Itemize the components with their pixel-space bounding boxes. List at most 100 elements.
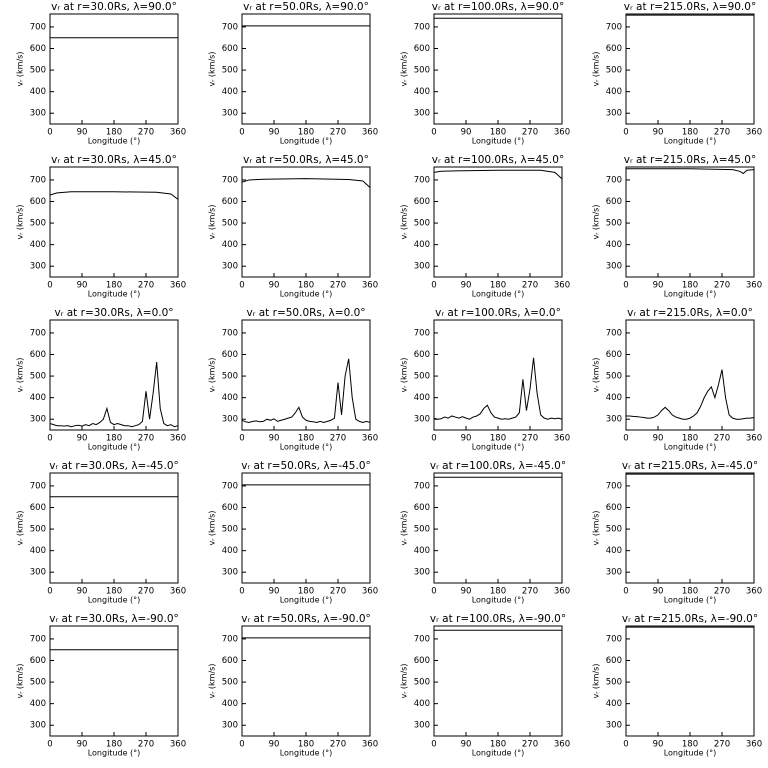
- y-tick-label: 400: [606, 240, 622, 250]
- plot-frame: [241, 625, 371, 737]
- x-tick-label: 360: [746, 281, 762, 291]
- panel: vᵣ at r=100.0Rs, λ=45.0° 0 90 180 270 360 300 4…: [400, 154, 571, 299]
- x-tick-label: 360: [170, 281, 186, 291]
- y-tick-label: 400: [30, 87, 46, 97]
- y-tick-label: 600: [414, 656, 430, 666]
- y-tick-label: 300: [30, 109, 46, 119]
- y-tick-label: 300: [414, 568, 430, 578]
- y-tick-label: 400: [222, 699, 238, 709]
- x-tick-label: 90: [653, 740, 664, 750]
- panel-title: vᵣ at r=215.0Rs, λ=90.0°: [624, 1, 756, 13]
- y-tick-label: 400: [222, 87, 238, 97]
- x-axis-label: Longitude (°): [280, 749, 333, 758]
- x-tick-label: 90: [269, 740, 280, 750]
- x-tick-label: 180: [490, 434, 506, 444]
- data-line: [49, 362, 179, 428]
- x-tick-label: 180: [298, 587, 314, 597]
- y-tick-label: 700: [606, 175, 622, 185]
- x-tick-label: 90: [653, 434, 664, 444]
- panel: vᵣ at r=100.0Rs, λ=-90.0° 0 90 180 270 360 300…: [400, 613, 571, 758]
- y-tick-label: 700: [222, 175, 238, 185]
- plot-frame: [625, 166, 755, 278]
- plot-frame: [433, 472, 563, 584]
- y-tick-label: 700: [222, 22, 238, 32]
- x-axis-label: Longitude (°): [664, 137, 717, 146]
- x-tick-label: 270: [522, 281, 538, 291]
- y-tick-label: 500: [606, 372, 622, 382]
- x-tick-label: 90: [461, 587, 472, 597]
- x-tick-label: 0: [47, 128, 52, 138]
- panel-title: vᵣ at r=215.0Rs, λ=45.0°: [624, 154, 756, 166]
- y-tick-label: 300: [30, 721, 46, 731]
- x-tick-label: 90: [461, 434, 472, 444]
- x-axis-label: Longitude (°): [472, 443, 525, 452]
- y-tick-label: 600: [414, 197, 430, 207]
- y-tick-label: 300: [222, 415, 238, 425]
- panel-title: vᵣ at r=50.0Rs, λ=-45.0°: [241, 460, 371, 472]
- y-tick-label: 600: [30, 656, 46, 666]
- x-tick-label: 360: [170, 740, 186, 750]
- x-tick-label: 180: [106, 281, 122, 291]
- y-axis-label: vᵣ (km/s): [16, 52, 25, 87]
- y-tick-label: 600: [30, 350, 46, 360]
- x-tick-label: 90: [461, 281, 472, 291]
- x-tick-label: 360: [554, 128, 570, 138]
- y-tick-label: 400: [30, 393, 46, 403]
- panel: vᵣ at r=215.0Rs, λ=-90.0° 0 90 180 270 360 300…: [592, 613, 763, 758]
- x-tick-label: 90: [77, 128, 88, 138]
- x-tick-label: 0: [431, 587, 436, 597]
- x-tick-label: 180: [106, 587, 122, 597]
- x-tick-label: 90: [77, 281, 88, 291]
- y-tick-label: 600: [222, 503, 238, 513]
- y-tick-label: 400: [414, 699, 430, 709]
- x-tick-label: 270: [330, 128, 346, 138]
- y-tick-label: 500: [606, 66, 622, 76]
- y-axis-label: vᵣ (km/s): [592, 205, 601, 240]
- y-tick-label: 400: [222, 546, 238, 556]
- y-tick-label: 700: [414, 22, 430, 32]
- y-tick-label: 600: [606, 350, 622, 360]
- x-tick-label: 180: [298, 740, 314, 750]
- y-tick-label: 300: [606, 262, 622, 272]
- panel: vᵣ at r=30.0Rs, λ=45.0° 0 90 180 270 360 300 40…: [16, 154, 187, 299]
- y-tick-label: 700: [30, 634, 46, 644]
- y-tick-label: 400: [414, 393, 430, 403]
- x-tick-label: 0: [623, 740, 628, 750]
- data-line: [241, 178, 371, 188]
- panel: vᵣ at r=30.0Rs, λ=0.0° 0 90 180 270 360 300 400…: [16, 307, 187, 452]
- x-tick-label: 0: [47, 587, 52, 597]
- panel-title: vᵣ at r=100.0Rs, λ=0.0°: [435, 307, 561, 319]
- x-tick-label: 360: [554, 434, 570, 444]
- panel: vᵣ at r=100.0Rs, λ=90.0° 0 90 180 270 360 300 4…: [400, 1, 571, 146]
- y-tick-label: 700: [222, 328, 238, 338]
- x-tick-label: 360: [362, 587, 378, 597]
- x-tick-label: 270: [138, 281, 154, 291]
- y-tick-label: 400: [606, 393, 622, 403]
- y-tick-label: 300: [222, 568, 238, 578]
- y-tick-label: 600: [222, 656, 238, 666]
- panel: vᵣ at r=100.0Rs, λ=0.0° 0 90 180 270 360 300 40…: [400, 307, 571, 452]
- x-tick-label: 0: [47, 740, 52, 750]
- x-tick-label: 270: [522, 587, 538, 597]
- plot-frame: [625, 13, 755, 125]
- x-tick-label: 270: [714, 128, 730, 138]
- data-line: [626, 168, 755, 175]
- x-tick-label: 180: [490, 587, 506, 597]
- plot-frame: [625, 625, 755, 737]
- y-tick-label: 500: [30, 372, 46, 382]
- y-axis-label: vᵣ (km/s): [16, 511, 25, 546]
- data-line: [433, 357, 563, 420]
- y-tick-label: 300: [606, 415, 622, 425]
- x-tick-label: 0: [431, 128, 436, 138]
- y-tick-label: 500: [30, 678, 46, 688]
- y-tick-label: 400: [414, 546, 430, 556]
- x-axis-label: Longitude (°): [472, 290, 525, 299]
- x-tick-label: 360: [554, 281, 570, 291]
- plot-frame: [49, 13, 179, 125]
- y-tick-label: 600: [606, 44, 622, 54]
- y-tick-label: 700: [30, 481, 46, 491]
- x-tick-label: 0: [431, 281, 436, 291]
- y-axis-label: vᵣ (km/s): [16, 205, 25, 240]
- y-tick-label: 700: [30, 175, 46, 185]
